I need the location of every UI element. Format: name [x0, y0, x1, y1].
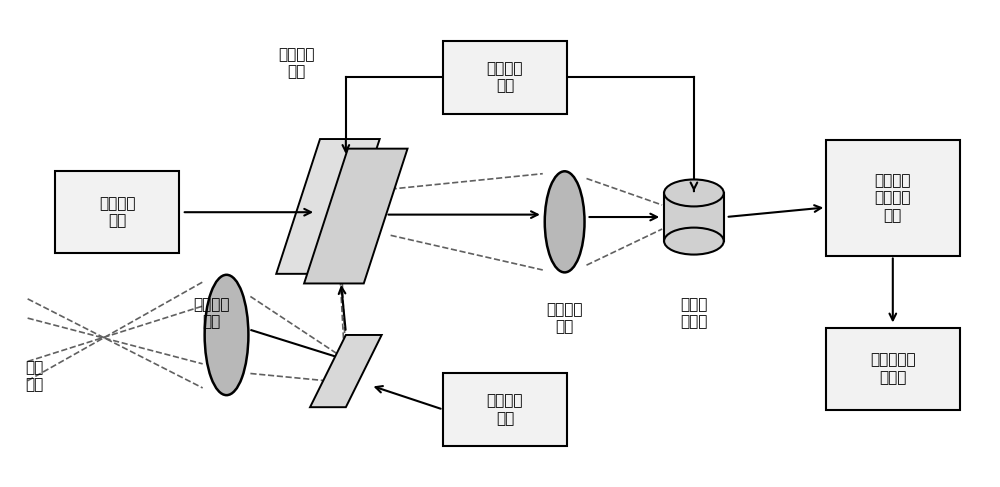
Text: 数字微镜
调制: 数字微镜 调制 — [278, 47, 314, 79]
Text: 目标
场景: 目标 场景 — [25, 360, 44, 392]
Polygon shape — [310, 335, 382, 407]
Text: 编码模板
生成: 编码模板 生成 — [99, 196, 135, 228]
Ellipse shape — [664, 180, 724, 206]
Text: 第一成像
镜组: 第一成像 镜组 — [193, 297, 230, 330]
Bar — [664, 193, 724, 241]
Text: 单像素
探测器: 单像素 探测器 — [680, 297, 708, 330]
Text: 硬件同步
电路: 硬件同步 电路 — [487, 61, 523, 94]
Ellipse shape — [205, 275, 248, 395]
Bar — [826, 328, 960, 410]
Bar — [826, 140, 960, 256]
Bar — [55, 171, 179, 253]
Bar — [443, 374, 567, 446]
Text: 高分辨率
计算成像
模块: 高分辨率 计算成像 模块 — [875, 173, 911, 223]
Polygon shape — [304, 149, 408, 283]
Text: 主动照明
模块: 主动照明 模块 — [487, 393, 523, 426]
Text: 第二成像
镜组: 第二成像 镜组 — [546, 302, 583, 334]
Ellipse shape — [545, 171, 585, 272]
Text: 二维高分辨
率图像: 二维高分辨 率图像 — [870, 353, 916, 385]
Bar — [443, 41, 567, 113]
Polygon shape — [276, 139, 380, 274]
Ellipse shape — [664, 227, 724, 255]
